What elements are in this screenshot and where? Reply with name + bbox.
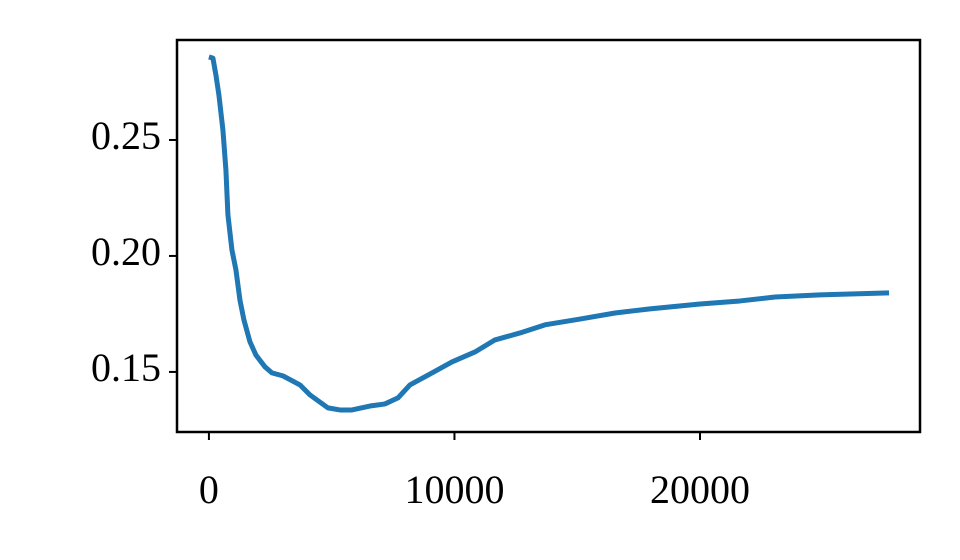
- y-tick-label: 0.25: [91, 113, 161, 158]
- plot-frame: [175, 38, 922, 434]
- y-tick-label: 0.20: [91, 229, 161, 274]
- x-tick-label: 0: [199, 467, 219, 512]
- line: [208, 54, 890, 413]
- y-tick-label: 0.15: [91, 345, 161, 390]
- x-tick-label: 10000: [404, 467, 504, 512]
- x-tick-label: 20000: [650, 467, 750, 512]
